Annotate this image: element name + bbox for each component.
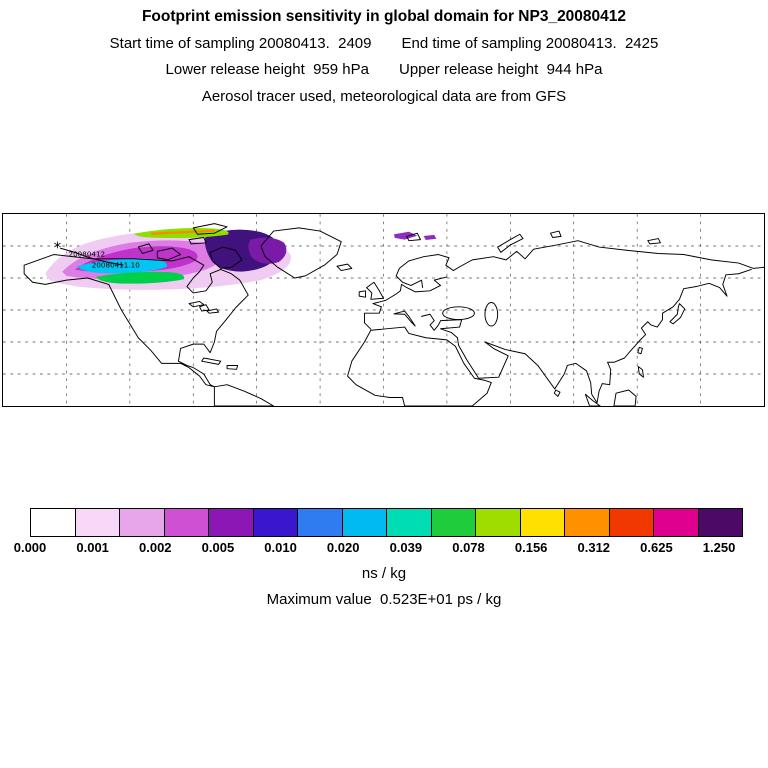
end-time-text: End time of sampling 20080413. 2425 — [401, 35, 659, 52]
coast-mediterranean — [393, 310, 463, 339]
colorbar-segment — [519, 509, 564, 536]
coast-british-isles — [358, 281, 384, 300]
world-map: * 20080412 20080411.10 — [2, 213, 765, 407]
colorbar-segment — [697, 509, 742, 536]
colorbar-tick-label: 0.312 — [577, 540, 611, 555]
colorbar-ticks: 0.000 0.001 0.002 0.005 0.010 0.020 0.039 0.078… — [14, 540, 741, 556]
colorbar-segment — [341, 509, 386, 536]
coast-greenland — [260, 227, 342, 279]
colorbar-tick-label: 0.039 — [389, 540, 423, 555]
lower-release-text: Lower release height 959 hPa — [165, 61, 369, 78]
trajectory-date-label: 20080411.10 — [92, 260, 140, 269]
coast-africa — [347, 326, 492, 406]
coast-europe — [363, 276, 448, 330]
colorbar-tick-label: 0.000 — [13, 540, 47, 555]
coast-arctic-islands — [137, 223, 661, 272]
colorbar-tick-label: 0.005 — [201, 540, 235, 555]
colorbar-tick-label: 0.625 — [640, 540, 673, 555]
caspian-sea — [484, 302, 499, 327]
trajectory-line — [59, 247, 124, 266]
upper-release-text: Upper release height 944 hPa — [399, 61, 603, 78]
coast-north-america — [23, 254, 249, 388]
tracer-line: Aerosol tracer used, meteorological data… — [201, 88, 567, 105]
colorbar-segment — [564, 509, 609, 536]
sampling-time-line: Start time of sampling 20080413. 2409 En… — [0, 35, 768, 52]
colorbar-segment — [386, 509, 431, 536]
colorbar-units-label: ns / kg — [361, 565, 407, 582]
coast-asian-islands — [553, 303, 686, 406]
colorbar-tick-label: 1.250 — [702, 540, 736, 555]
trajectory-overlay: * 20080412 20080411.10 — [54, 238, 140, 269]
plume-purple-patch — [248, 237, 287, 264]
coast-scandinavia-russia-arctic — [395, 240, 764, 289]
colorbar-segment — [653, 509, 698, 536]
coast-asia — [457, 268, 752, 404]
colorbar-segment — [430, 509, 475, 536]
colorbar-tick-label: 0.002 — [139, 540, 172, 555]
map-svg: * 20080412 20080411.10 — [3, 214, 764, 406]
colorbar-segment — [74, 509, 119, 536]
colorbar-tick-label: 0.020 — [326, 540, 360, 555]
coast-south-america-caribbean — [201, 357, 275, 406]
black-sea — [442, 306, 475, 321]
max-value-label: Maximum value 0.523E+01 ps / kg — [266, 591, 502, 608]
plume-cyan-filament — [76, 258, 168, 274]
start-time-text: Start time of sampling 20080413. 2409 — [109, 35, 372, 52]
plume-green-filament — [96, 271, 185, 284]
colorbar-segment — [608, 509, 653, 536]
colorbar — [30, 508, 743, 537]
colorbar-segment — [297, 509, 342, 536]
plume-violet-specks — [394, 231, 437, 241]
trajectory-date-label: 20080412 — [69, 250, 106, 259]
release-height-line: Lower release height 959 hPa Upper relea… — [0, 61, 768, 78]
colorbar-segment — [208, 509, 253, 536]
page-title: Footprint emission sensitivity in global… — [141, 8, 627, 25]
release-point-marker: * — [54, 238, 61, 256]
colorbar-segment — [163, 509, 208, 536]
colorbar-tick-label: 0.010 — [264, 540, 297, 555]
colorbar-segment — [119, 509, 164, 536]
colorbar-tick-label: 0.156 — [514, 540, 548, 555]
plume-orange-strip — [150, 229, 216, 235]
colorbar-segment — [475, 509, 520, 536]
coastlines — [23, 223, 764, 406]
colorbar-tick-label: 0.078 — [452, 540, 485, 555]
coast-great-lakes — [188, 300, 220, 314]
colorbar-tick-label: 0.001 — [76, 540, 109, 555]
colorbar-segment — [31, 509, 75, 536]
colorbar-segment — [252, 509, 297, 536]
